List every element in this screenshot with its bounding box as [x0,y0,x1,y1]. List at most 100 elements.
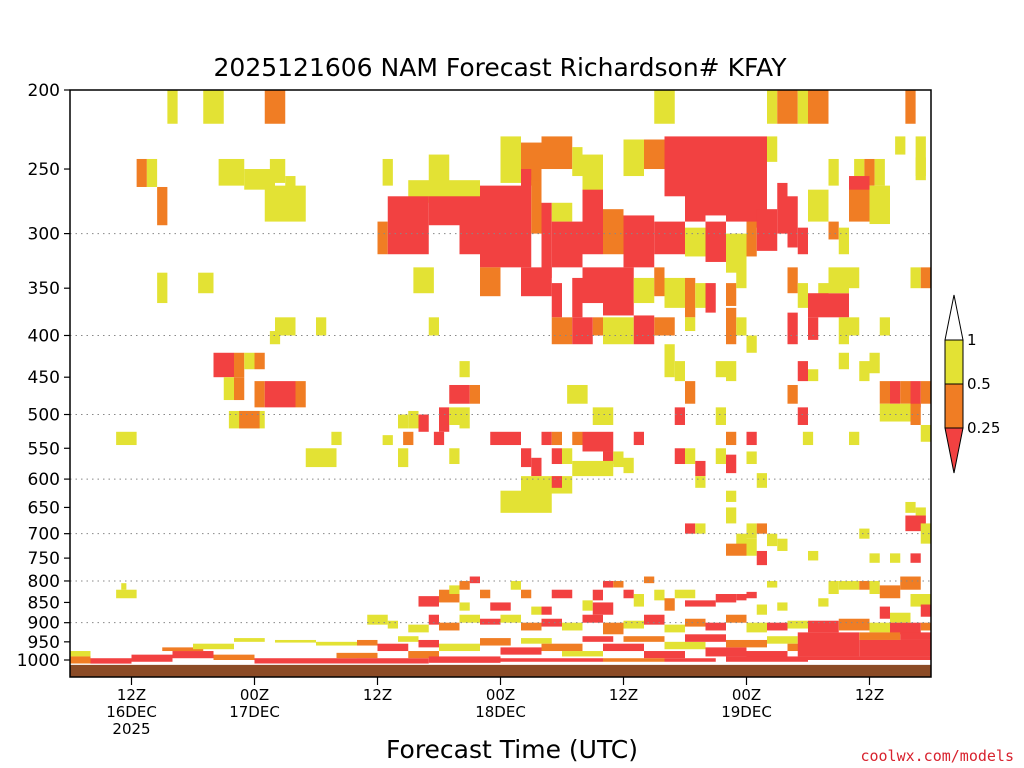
ri-cell [726,543,747,556]
ri-cell [357,639,378,646]
ri-cell [90,658,132,665]
ri-cell [705,283,716,313]
ri-cell [459,407,470,429]
ri-cell [736,317,747,336]
x-tick-label: 00Z [732,686,761,704]
ri-cell [623,620,644,629]
ri-cell [767,136,778,162]
ri-cell [603,658,665,662]
chart-title: 2025121606 NAM Forecast Richardson# KFAY [214,53,788,82]
ri-cell [521,638,552,644]
ri-cell [121,583,127,590]
ri-cell [715,594,737,603]
ri-cell [500,136,521,183]
ri-cell [623,139,644,177]
ri-cell [736,267,747,289]
ri-cell [582,267,603,304]
ri-cell [920,604,931,617]
ri-cell [449,384,470,404]
colorbar-label: 0.5 [967,375,991,393]
ri-cell [623,457,634,474]
ri-cell [633,277,655,304]
ri-cell [198,272,214,294]
ri-cell [172,651,214,659]
ri-cell [664,624,685,633]
ri-cell [316,317,327,336]
ri-cell [234,352,245,378]
ri-cell [726,283,737,306]
y-tick-label: 1000 [17,651,60,671]
ri-cell [500,490,552,513]
ri-cell [726,454,737,474]
ri-cell [254,381,265,408]
ri-cell [116,589,137,599]
ri-cell [264,185,306,222]
ri-cell [746,651,788,659]
ri-cell [521,589,532,599]
ri-cell [895,136,906,155]
ri-cell [654,317,675,336]
ri-cell [746,538,757,556]
ri-cell [797,632,860,657]
ri-cell [418,596,439,607]
ri-cell [254,352,265,370]
ri-cell [664,136,685,197]
ri-cell [879,317,890,336]
ri-cell [428,317,439,336]
ri-cell [459,580,470,590]
ground-band-fill [70,664,931,677]
x-tick-label: 12Z [117,686,146,704]
ri-cell [572,460,614,477]
ri-cell [459,614,480,623]
ri-cell [408,410,419,429]
ri-cell [633,594,644,607]
ri-cell [398,636,419,642]
ri-cell [480,589,491,599]
ri-cell [767,90,778,124]
ri-cell [480,267,501,297]
ri-cell [900,576,921,590]
ri-cell [828,267,849,294]
ri-cell [869,622,890,633]
ri-cell [633,315,655,345]
ri-cell [377,643,409,652]
ri-cell [874,158,885,186]
ri-cell [541,202,552,278]
ri-cell [459,196,480,255]
ri-cell [562,476,573,494]
ri-cell [879,403,911,422]
ri-cell [623,589,634,599]
ri-cell [316,641,357,646]
ri-cell [664,344,675,378]
ri-cell [146,158,158,187]
ri-cell [644,614,665,625]
ri-cell [644,576,655,584]
ri-cell [439,643,480,652]
ri-cell [736,594,747,601]
ri-cell [582,154,603,197]
y-tick-label: 200 [28,81,60,101]
ri-cell [849,189,870,222]
ri-cell [674,589,696,599]
ri-cell [726,431,737,446]
ri-cell [767,533,778,547]
ri-cell [859,639,931,657]
ri-cell [854,158,865,186]
ri-cell [469,576,480,584]
x-tick-label: 12Z [363,686,392,704]
ri-cell [705,622,726,631]
x-tick-label: 19DEC [721,703,772,721]
ri-cell [859,361,870,382]
ri-cell [726,507,737,524]
ri-cell [613,451,624,468]
ri-cell [787,267,798,294]
ri-cell [603,451,614,465]
colorbar-segment-orange [944,383,964,429]
ri-cell [551,283,562,318]
ri-cell [531,457,542,477]
ri-cell [838,352,849,370]
ri-cell [746,622,767,633]
ri-cell [849,267,860,289]
ri-cell [551,448,562,465]
ri-cell [551,476,562,488]
